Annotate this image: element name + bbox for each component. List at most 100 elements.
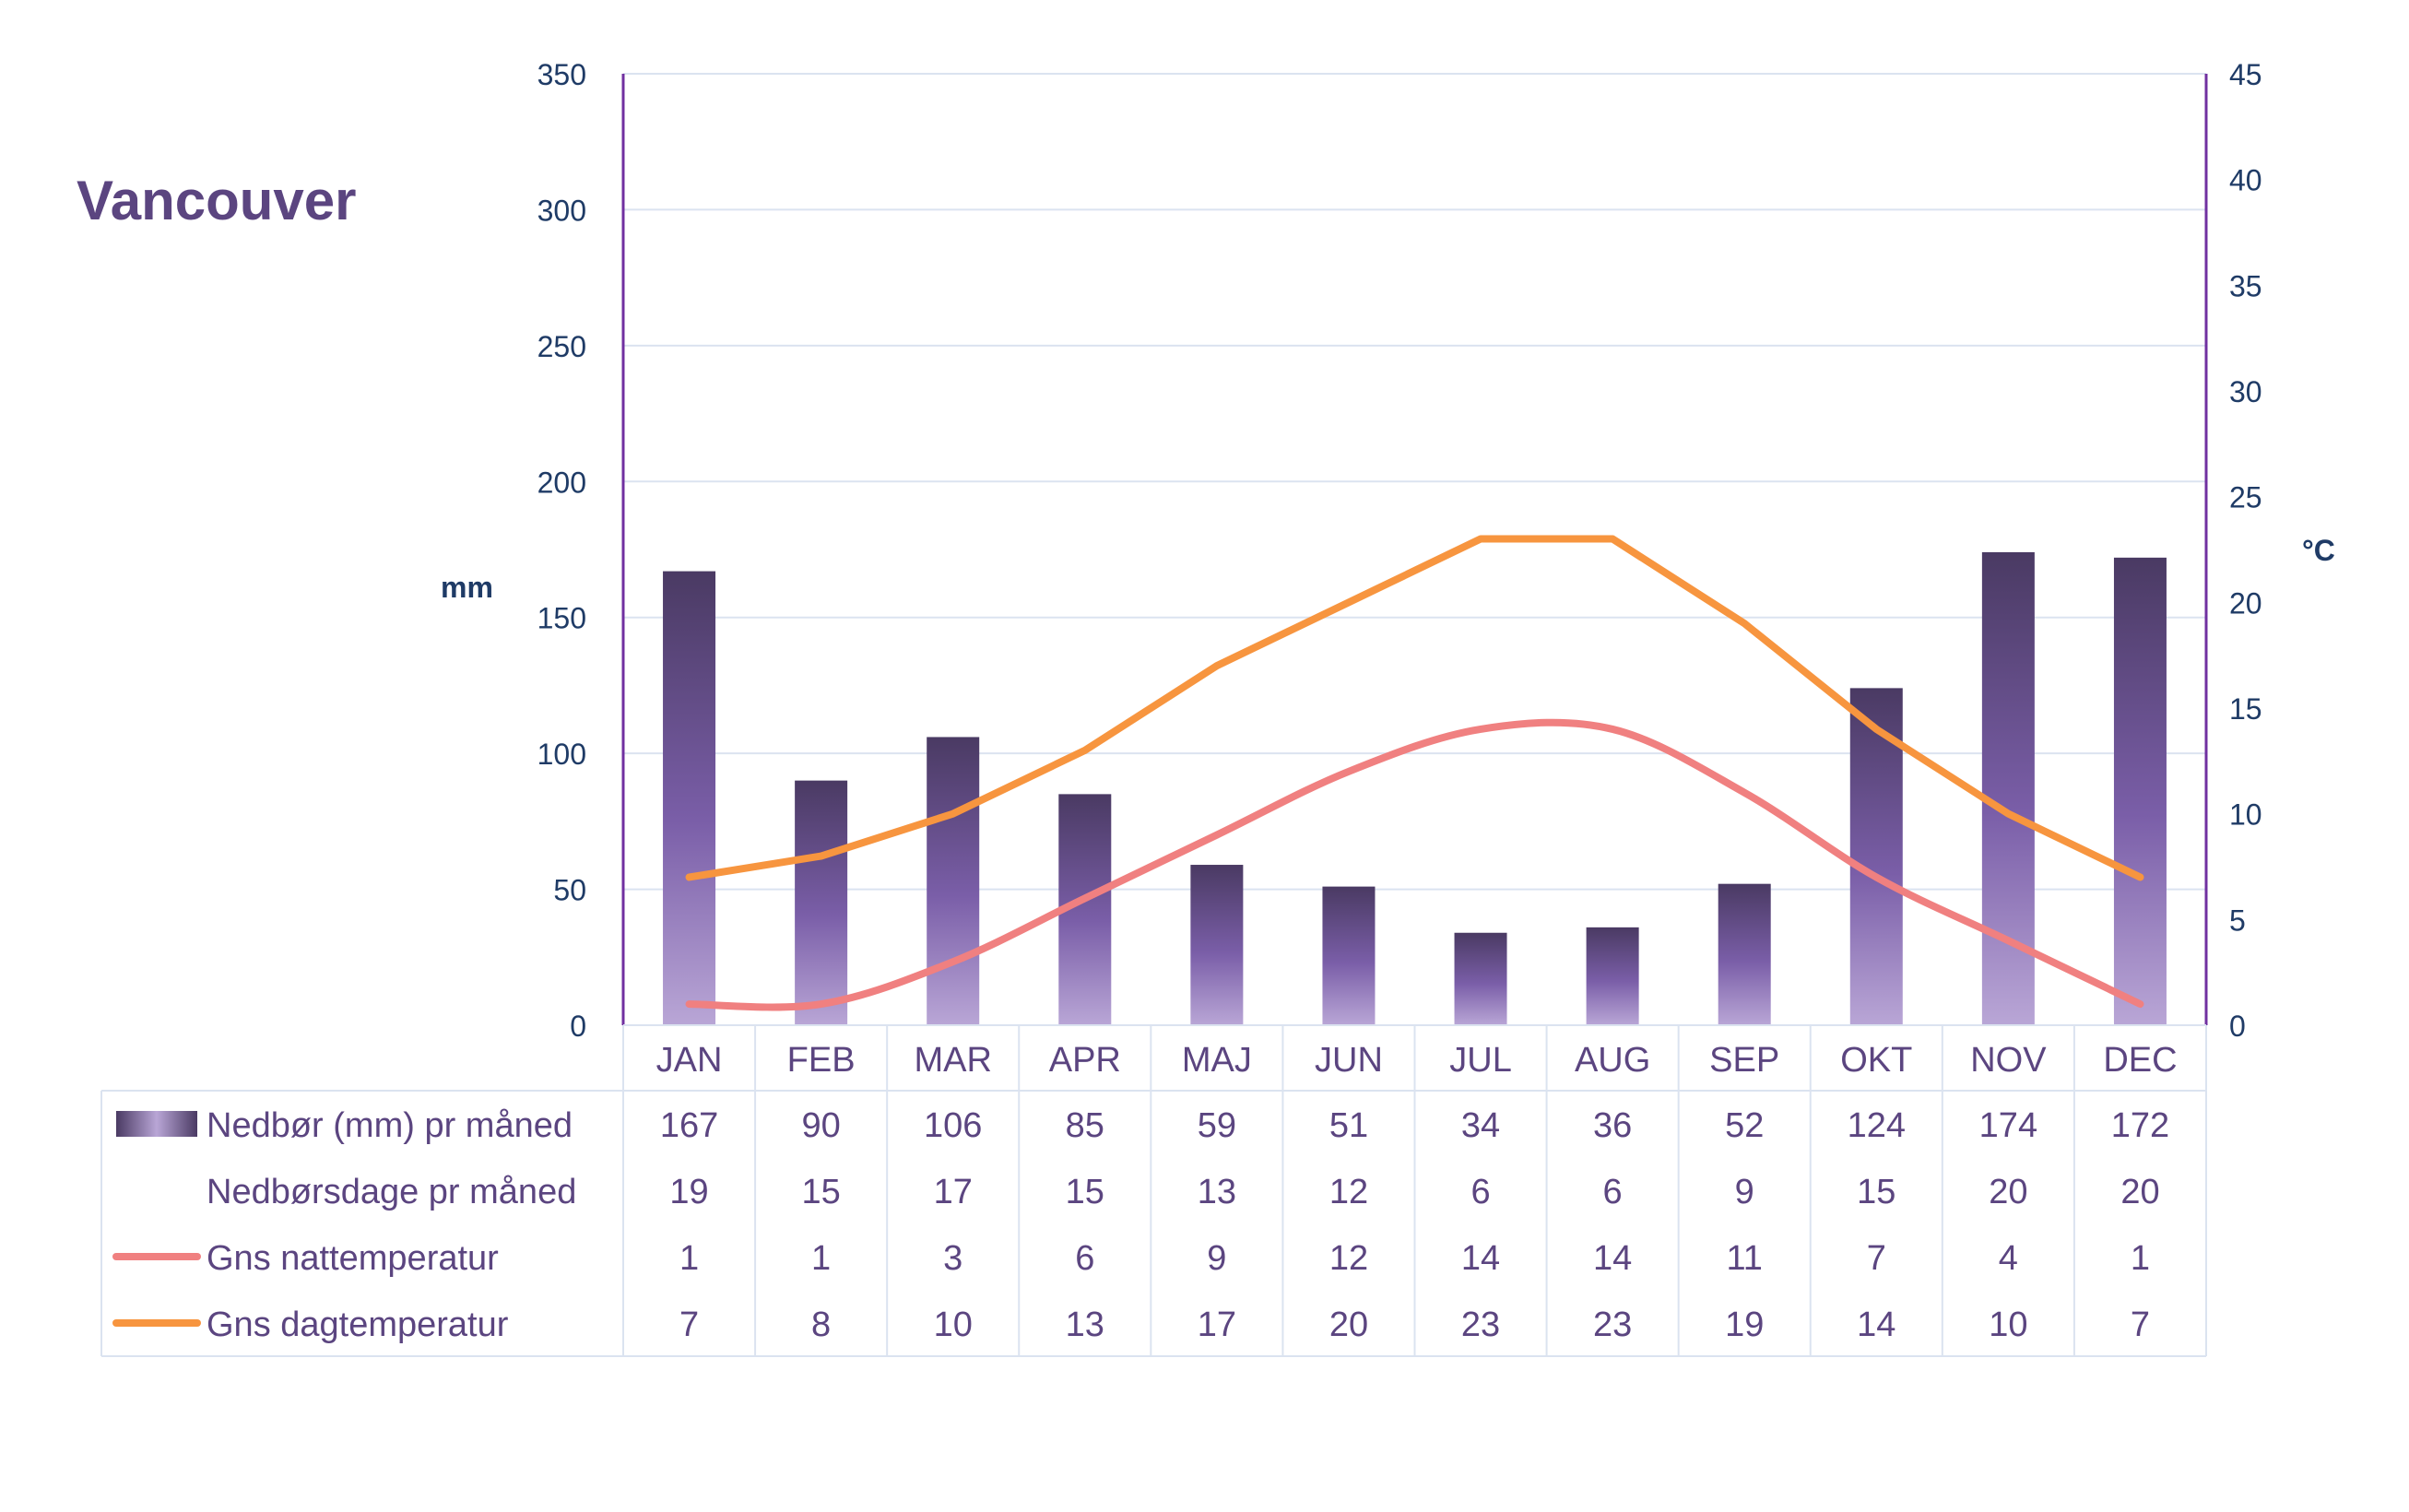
right-tick-label: 45 xyxy=(2229,58,2262,91)
left-axis-unit: mm xyxy=(441,571,493,604)
table-cell: 106 xyxy=(924,1106,982,1145)
right-tick-label: 5 xyxy=(2229,904,2246,937)
table-cell: 17 xyxy=(1198,1305,1236,1344)
right-tick-label: 40 xyxy=(2229,164,2262,197)
table-cell: 10 xyxy=(934,1305,973,1344)
table-cell: 12 xyxy=(1329,1173,1368,1211)
series-label: Nedbør (mm) pr måned xyxy=(207,1106,573,1145)
series-label: Nedbørsdage pr måned xyxy=(207,1173,576,1211)
right-tick-label: 30 xyxy=(2229,375,2262,408)
table-cell: 15 xyxy=(1066,1173,1104,1211)
table-cell: 6 xyxy=(1075,1239,1094,1278)
axes: 0 50 100 150 200 250 300 350 0 5 10 15 20 25 30 35 40 45 xyxy=(537,58,2262,1043)
bar xyxy=(2113,557,2167,1025)
table-cell: 13 xyxy=(1066,1305,1104,1344)
left-tick-label: 350 xyxy=(537,58,586,91)
left-tick-label: 200 xyxy=(537,466,586,499)
left-tick-label: 50 xyxy=(553,874,586,907)
right-tick-label: 0 xyxy=(2229,1010,2246,1043)
table-cell: 19 xyxy=(1725,1305,1764,1344)
gridlines xyxy=(623,73,2206,891)
table-cell: 19 xyxy=(669,1173,708,1211)
left-tick-label: 0 xyxy=(570,1010,586,1043)
table-cell: 90 xyxy=(801,1106,840,1145)
right-tick-label: 15 xyxy=(2229,692,2262,726)
table-cell: 51 xyxy=(1329,1106,1368,1145)
table-cell: 59 xyxy=(1198,1106,1236,1145)
table-cell: 20 xyxy=(1989,1173,2027,1211)
right-tick-label: 25 xyxy=(2229,481,2262,514)
category-label: JUN xyxy=(1315,1041,1383,1080)
table-cell: 1 xyxy=(679,1239,699,1278)
category-label: SEP xyxy=(1709,1041,1779,1080)
table-cell: 6 xyxy=(1470,1173,1490,1211)
bar xyxy=(795,780,848,1025)
bar xyxy=(1190,865,1244,1025)
table-cell: 36 xyxy=(1593,1106,1632,1145)
table-cell: 7 xyxy=(1867,1239,1886,1278)
table-cell: 1 xyxy=(2131,1239,2150,1278)
table-cell: 11 xyxy=(1726,1239,1762,1278)
right-tick-label: 10 xyxy=(2229,798,2262,832)
table-cell: 14 xyxy=(1857,1305,1895,1344)
table-cell: 1 xyxy=(811,1239,831,1278)
table-cell: 13 xyxy=(1198,1173,1236,1211)
table-cell: 9 xyxy=(1735,1173,1754,1211)
table-cell: 34 xyxy=(1461,1106,1500,1145)
table-cell: 7 xyxy=(2131,1305,2150,1344)
table-cell: 14 xyxy=(1461,1239,1500,1278)
table-cell: 3 xyxy=(943,1239,962,1278)
category-label: NOV xyxy=(1970,1041,2047,1080)
table-cell: 7 xyxy=(679,1305,699,1344)
table-cell: 20 xyxy=(2120,1173,2159,1211)
chart-title: Vancouver xyxy=(77,170,357,231)
table-cell: 14 xyxy=(1593,1239,1632,1278)
bar xyxy=(1981,551,2035,1025)
table-cell: 9 xyxy=(1207,1239,1226,1278)
category-label: OKT xyxy=(1840,1041,1912,1080)
table-cell: 52 xyxy=(1725,1106,1764,1145)
table-cell: 20 xyxy=(1329,1305,1368,1344)
table-cell: 124 xyxy=(1848,1106,1906,1145)
table-cell: 6 xyxy=(1603,1173,1623,1211)
bar xyxy=(663,571,716,1025)
left-tick-label: 100 xyxy=(537,738,586,771)
category-label: MAJ xyxy=(1182,1041,1252,1080)
table-cell: 174 xyxy=(1979,1106,2037,1145)
table-cell: 8 xyxy=(811,1305,831,1344)
right-axis-unit: °C xyxy=(2302,534,2335,567)
category-label: JAN xyxy=(656,1041,723,1080)
table-cell: 172 xyxy=(2111,1106,2169,1145)
category-label: AUG xyxy=(1575,1041,1650,1080)
bar xyxy=(927,737,980,1025)
category-label: APR xyxy=(1049,1041,1121,1080)
bar xyxy=(1718,883,1771,1025)
table-cell: 10 xyxy=(1989,1305,2027,1344)
precipitation-bars xyxy=(663,551,2167,1025)
category-label: FEB xyxy=(787,1041,856,1080)
table-cell: 167 xyxy=(660,1106,718,1145)
category-label: DEC xyxy=(2103,1041,2177,1080)
bar xyxy=(1586,927,1639,1025)
table-cell: 17 xyxy=(934,1173,973,1211)
table-cell: 15 xyxy=(801,1173,840,1211)
legend-key-bar xyxy=(116,1111,197,1137)
table-cell: 23 xyxy=(1593,1305,1632,1344)
left-tick-label: 250 xyxy=(537,330,586,363)
series-line xyxy=(685,718,2144,1011)
right-tick-label: 20 xyxy=(2229,586,2262,620)
series-label: Gns dagtemperatur xyxy=(207,1305,509,1344)
table-cell: 15 xyxy=(1857,1173,1895,1211)
temperature-lines xyxy=(685,535,2144,1011)
category-label: JUL xyxy=(1449,1041,1512,1080)
left-tick-label: 150 xyxy=(537,602,586,635)
series-line xyxy=(685,535,2144,881)
table-cell: 85 xyxy=(1066,1106,1104,1145)
table-cell: 12 xyxy=(1329,1239,1368,1278)
right-tick-label: 35 xyxy=(2229,269,2262,302)
table-cell: 4 xyxy=(1999,1239,2018,1278)
bar xyxy=(1322,886,1376,1025)
bar xyxy=(1454,932,1507,1025)
category-label: MAR xyxy=(914,1041,991,1080)
